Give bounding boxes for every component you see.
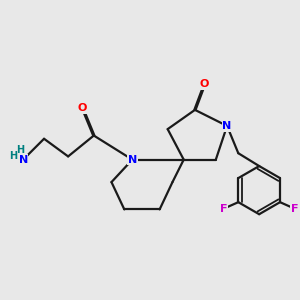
Text: N: N (19, 154, 28, 165)
Text: O: O (200, 79, 209, 89)
Text: F: F (291, 204, 298, 214)
Text: N: N (222, 121, 232, 131)
Text: O: O (78, 103, 87, 113)
Text: N: N (128, 154, 137, 165)
Text: H: H (16, 145, 25, 155)
Text: F: F (220, 204, 228, 214)
Text: H: H (10, 152, 18, 161)
